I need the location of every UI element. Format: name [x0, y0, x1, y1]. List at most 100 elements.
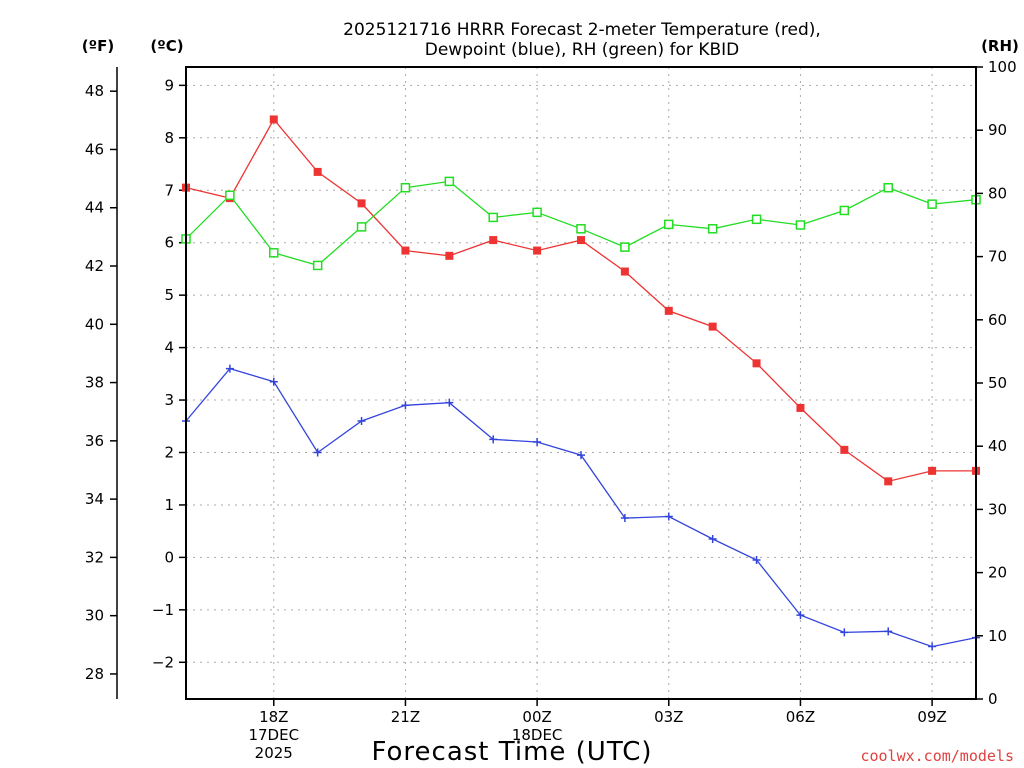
- celsius-tick-label: 5: [164, 286, 174, 304]
- series-2-meter-temperature: [182, 115, 980, 486]
- x-tick-label: 17DEC: [248, 726, 299, 744]
- data-point: [796, 611, 805, 620]
- data-point: [401, 246, 410, 255]
- x-axis-title: Forecast Time (UTC): [371, 737, 652, 767]
- fahrenheit-tick-label: 38: [85, 374, 104, 392]
- x-tick-label: 03Z: [654, 708, 683, 726]
- celsius-tick-label: 0: [164, 548, 174, 566]
- credit-text: coolwx.com/models: [860, 747, 1014, 765]
- x-tick-label: 06Z: [786, 708, 815, 726]
- data-point: [620, 242, 630, 252]
- data-point: [928, 642, 937, 651]
- data-point: [533, 438, 542, 447]
- plot-frame: [185, 66, 977, 700]
- fahrenheit-tick-label: 40: [85, 315, 104, 333]
- data-point: [796, 403, 805, 412]
- data-point: [225, 364, 234, 373]
- data-point: [752, 359, 761, 368]
- data-point: [445, 251, 454, 260]
- data-point: [357, 199, 366, 208]
- series: [181, 115, 981, 651]
- rh-tick-label: 90: [988, 121, 1007, 139]
- data-point: [444, 176, 455, 187]
- data-point: [840, 628, 849, 637]
- data-point: [400, 182, 411, 193]
- celsius-tick-label: −1: [152, 601, 174, 619]
- chart-title: 2025121716 HRRR Forecast 2-meter Tempera…: [343, 20, 821, 60]
- rh-tick-label: 0: [988, 690, 998, 708]
- data-point: [884, 477, 893, 486]
- rh-unit-label: (RH): [981, 37, 1019, 55]
- data-point: [269, 115, 278, 124]
- data-point: [708, 535, 717, 544]
- data-point: [356, 222, 367, 232]
- data-point: [357, 417, 366, 426]
- fahrenheit-tick-label: 42: [85, 257, 104, 275]
- series-line: [185, 367, 977, 648]
- data-point: [577, 236, 585, 245]
- data-point: [269, 248, 279, 258]
- data-point: [840, 445, 849, 454]
- fahrenheit-tick-label: 28: [85, 665, 104, 683]
- fahrenheit-tick-label: 30: [85, 607, 104, 625]
- series-relative-humidity: [181, 176, 981, 271]
- rh-tick-label: 30: [988, 500, 1007, 518]
- rh-tick-label: 70: [988, 248, 1007, 266]
- fahrenheit-tick-label: 32: [85, 548, 104, 566]
- fahrenheit-tick-label: 36: [85, 432, 104, 450]
- data-point: [884, 627, 893, 636]
- data-point: [401, 401, 410, 410]
- series-dewpoint: [182, 364, 980, 651]
- data-point: [225, 190, 235, 201]
- celsius-tick-label: 2: [164, 443, 174, 461]
- data-point: [928, 466, 937, 475]
- rh-tick-label: 40: [988, 437, 1007, 455]
- celsius-tick-label: 3: [164, 391, 174, 409]
- data-point: [707, 224, 718, 234]
- data-point: [269, 377, 278, 386]
- data-point: [839, 205, 850, 216]
- fahrenheit-unit-label: (ºF): [82, 37, 114, 55]
- celsius-unit-label: (ºC): [150, 37, 183, 55]
- data-point: [576, 224, 586, 234]
- celsius-axis: −2 −1 0 1 2 3 4 5 6 7 8 9: [152, 76, 186, 671]
- rh-tick-label: 100: [988, 58, 1017, 76]
- data-point: [312, 260, 323, 271]
- x-tick-label: 18DEC: [512, 726, 563, 744]
- fahrenheit-tick-label: 44: [85, 199, 104, 217]
- data-point: [313, 448, 322, 457]
- rh-tick-label: 60: [988, 311, 1007, 329]
- data-point: [883, 182, 893, 193]
- data-point: [751, 214, 762, 225]
- data-point: [489, 435, 498, 444]
- x-tick-label: 00Z: [522, 708, 551, 726]
- x-tick-label: 2025: [255, 744, 293, 762]
- celsius-tick-label: 8: [164, 129, 174, 147]
- rh-tick-label: 50: [988, 374, 1007, 392]
- fahrenheit-tick-label: 46: [85, 140, 104, 158]
- data-point: [927, 199, 937, 209]
- fahrenheit-tick-label: 48: [85, 82, 104, 100]
- series-line: [185, 118, 976, 483]
- series-line: [185, 180, 977, 267]
- fahrenheit-tick-label: 34: [85, 490, 104, 508]
- celsius-tick-label: 4: [164, 339, 174, 357]
- data-point: [620, 267, 629, 276]
- rh-axis: 0 10 20 30 40 50 60 70 80 90 100: [976, 58, 1017, 708]
- x-tick-label: 09Z: [917, 708, 946, 726]
- rh-tick-label: 80: [988, 184, 1007, 202]
- title-line-2: Dewpoint (blue), RH (green) for KBID: [425, 40, 740, 60]
- data-point: [532, 207, 542, 218]
- celsius-tick-label: 6: [164, 234, 174, 252]
- data-point: [489, 236, 498, 245]
- data-point: [533, 246, 542, 255]
- fahrenheit-axis: 28 30 32 34 36 38 40 42 44 46 48: [85, 67, 118, 699]
- x-tick-label: 21Z: [391, 708, 420, 726]
- data-point: [708, 322, 717, 331]
- data-point: [664, 219, 674, 230]
- rh-tick-label: 20: [988, 564, 1007, 582]
- data-point: [577, 451, 585, 460]
- data-point: [664, 512, 673, 521]
